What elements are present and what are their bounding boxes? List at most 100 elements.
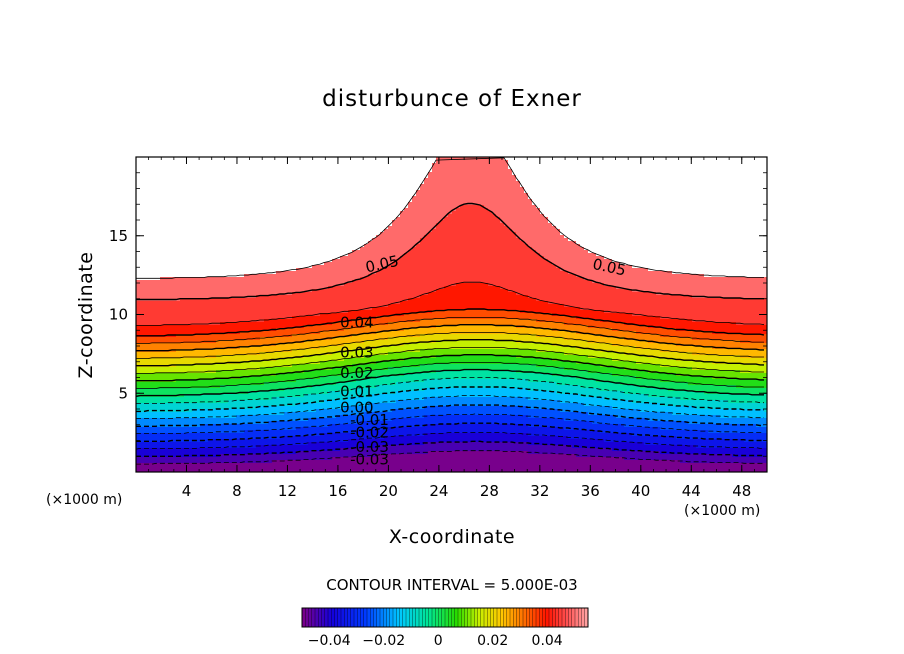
field-cell: [276, 322, 281, 326]
field-cell: [248, 286, 253, 290]
field-cell: [204, 160, 209, 164]
field-cell: [172, 256, 177, 260]
field-cell: [292, 286, 297, 290]
field-cell: [248, 334, 253, 338]
field-cell: [192, 259, 197, 263]
field-cell: [160, 163, 165, 167]
field-cell: [280, 262, 285, 266]
field-cell: [312, 319, 317, 323]
field-cell: [212, 343, 217, 347]
field-cell: [148, 229, 153, 233]
field-cell: [236, 178, 241, 182]
field-cell: [272, 301, 277, 305]
field-cell: [300, 280, 305, 284]
field-cell: [160, 436, 165, 440]
field-cell: [176, 295, 181, 299]
field-cell: [184, 310, 189, 314]
field-cell: [148, 223, 153, 227]
field-cell: [272, 382, 277, 386]
field-cell: [296, 460, 301, 464]
field-cell: [140, 376, 145, 380]
field-cell: [140, 382, 145, 386]
field-cell: [268, 211, 273, 215]
field-cell: [264, 361, 269, 365]
field-cell: [320, 190, 325, 194]
field-cell: [144, 313, 149, 317]
field-cell: [176, 319, 181, 323]
field-cell: [196, 232, 201, 236]
field-cell: [216, 166, 221, 170]
field-cell: [164, 244, 169, 248]
field-cell: [184, 397, 189, 401]
field-cell: [272, 286, 277, 290]
field-cell: [200, 319, 205, 323]
field-cell: [204, 274, 209, 278]
field-cell: [184, 178, 189, 182]
field-cell: [312, 370, 317, 374]
field-cell: [144, 175, 149, 179]
field-cell: [296, 448, 301, 452]
field-cell: [180, 235, 185, 239]
field-cell: [264, 286, 269, 290]
field-cell: [160, 301, 165, 305]
field-cell: [208, 328, 213, 332]
field-cell: [300, 460, 305, 464]
field-cell: [176, 277, 181, 281]
field-cell: [260, 316, 265, 320]
field-cell: [292, 346, 297, 350]
field-cell: [164, 322, 169, 326]
field-cell: [320, 427, 325, 431]
field-cell: [316, 322, 321, 326]
field-cell: [156, 463, 161, 467]
field-cell: [136, 367, 141, 371]
field-cell: [304, 316, 309, 320]
field-cell: [316, 421, 321, 425]
field-cell: [268, 274, 273, 278]
field-cell: [272, 181, 277, 185]
field-cell: [188, 280, 193, 284]
field-cell: [216, 247, 221, 251]
field-cell: [172, 286, 177, 290]
field-cell: [152, 292, 157, 296]
field-cell: [152, 259, 157, 263]
field-cell: [144, 331, 149, 335]
field-cell: [180, 190, 185, 194]
field-cell: [236, 247, 241, 251]
field-cell: [300, 397, 305, 401]
field-cell: [260, 322, 265, 326]
field-cell: [276, 166, 281, 170]
field-cell: [136, 220, 141, 224]
field-cell: [168, 217, 173, 221]
field-cell: [156, 199, 161, 203]
field-cell: [164, 427, 169, 431]
field-cell: [140, 220, 145, 224]
field-cell: [172, 373, 177, 377]
field-cell: [224, 298, 229, 302]
field-cell: [320, 193, 325, 197]
field-cell: [192, 187, 197, 191]
field-cell: [300, 358, 305, 362]
field-cell: [196, 463, 201, 467]
field-cell: [180, 454, 185, 458]
field-cell: [276, 298, 281, 302]
field-cell: [156, 175, 161, 179]
field-cell: [260, 364, 265, 368]
field-cell: [184, 430, 189, 434]
field-cell: [212, 232, 217, 236]
field-cell: [300, 421, 305, 425]
field-cell: [180, 391, 185, 395]
field-cell: [264, 181, 269, 185]
field-cell: [296, 445, 301, 449]
field-cell: [272, 313, 277, 317]
field-cell: [204, 352, 209, 356]
field-cell: [260, 352, 265, 356]
field-cell: [164, 328, 169, 332]
field-cell: [264, 175, 269, 179]
field-cell: [156, 286, 161, 290]
field-cell: [184, 211, 189, 215]
field-cell: [228, 289, 233, 293]
field-cell: [180, 436, 185, 440]
field-cell: [236, 370, 241, 374]
field-cell: [176, 172, 181, 176]
field-cell: [228, 442, 233, 446]
